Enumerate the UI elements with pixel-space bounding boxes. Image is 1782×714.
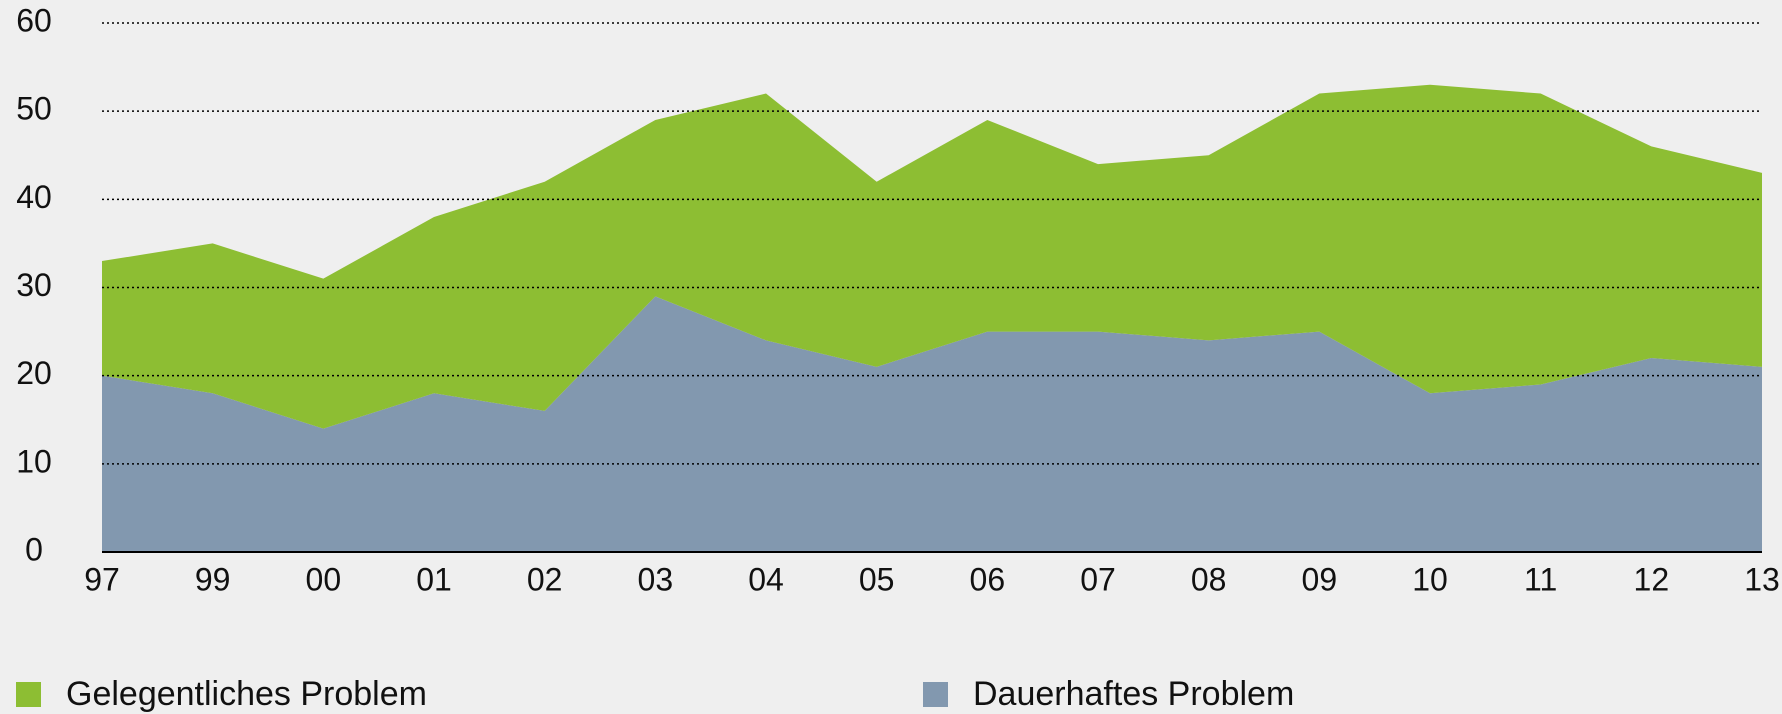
x-tick-label: 12	[1634, 561, 1670, 597]
x-tick-label: 04	[748, 561, 784, 597]
x-tick-label: 08	[1191, 561, 1227, 597]
x-tick-label: 02	[527, 561, 563, 597]
y-tick-label: 60	[16, 2, 52, 38]
legend-label: Gelegentliches Problem	[66, 675, 427, 713]
area	[102, 296, 1762, 552]
x-tick-label: 00	[306, 561, 342, 597]
legend-swatch	[16, 682, 41, 707]
x-tick-label: 11	[1524, 561, 1557, 597]
y-tick-label: 0	[25, 531, 43, 567]
x-tick-label: 13	[1744, 561, 1780, 597]
legend-label: Dauerhaftes Problem	[973, 675, 1294, 713]
x-tick-label: 99	[195, 561, 231, 597]
y-tick-label: 20	[16, 355, 52, 391]
y-tick-label: 30	[16, 267, 52, 303]
y-tick-label: 50	[16, 91, 52, 127]
x-tick-label: 10	[1412, 561, 1448, 597]
x-tick-label: 97	[84, 561, 120, 597]
x-tick-label: 05	[859, 561, 895, 597]
x-tick-label: 06	[970, 561, 1006, 597]
legend-swatch	[923, 682, 948, 707]
x-tick-label: 07	[1080, 561, 1116, 597]
area	[102, 84, 1762, 429]
y-tick-label: 10	[16, 443, 52, 479]
y-tick-label: 40	[16, 179, 52, 215]
x-tick-label: 01	[416, 561, 452, 597]
x-tick-label: 03	[638, 561, 674, 597]
x-tick-label: 09	[1302, 561, 1338, 597]
